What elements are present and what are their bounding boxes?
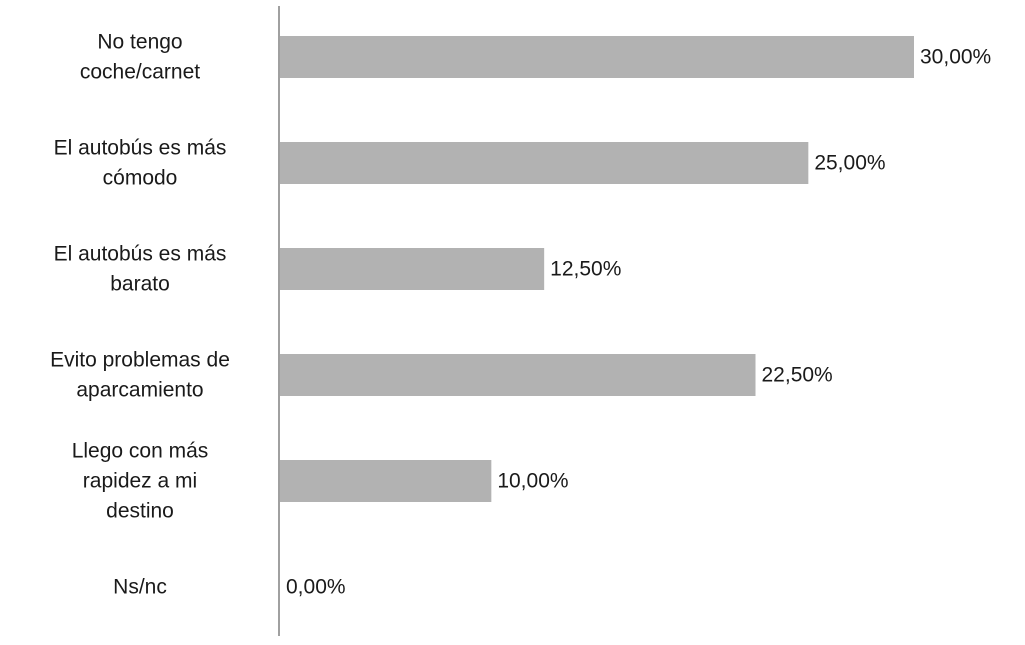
bar-1: [280, 36, 914, 78]
category-label-5: Llego con más rapidez a mi destino: [72, 440, 209, 523]
data-label-2: 25,00%: [814, 152, 885, 175]
bar-5: [280, 460, 492, 502]
data-label-4: 22,50%: [762, 364, 833, 387]
bar-2: [280, 142, 809, 184]
category-label-1: No tengo coche/carnet: [80, 31, 200, 84]
category-label-6: Ns/nc: [113, 576, 167, 599]
data-labels-group: 30,00% 25,00% 12,50% 22,50% 10,00% 0,00%: [286, 46, 991, 599]
data-label-1: 30,00%: [920, 46, 991, 69]
data-label-3: 12,50%: [550, 258, 621, 281]
bars-group: [280, 36, 914, 502]
category-labels-group: No tengo coche/carnet El autobús es más cóm…: [50, 31, 230, 599]
bar-3: [280, 248, 545, 290]
bar-4: [280, 354, 756, 396]
data-label-5: 10,00%: [497, 470, 568, 493]
data-label-6: 0,00%: [286, 576, 346, 599]
category-label-3: El autobús es más barato: [54, 243, 227, 296]
category-label-2: El autobús es más cómodo: [54, 137, 227, 190]
category-label-4: Evito problemas de aparcamiento: [50, 349, 230, 402]
